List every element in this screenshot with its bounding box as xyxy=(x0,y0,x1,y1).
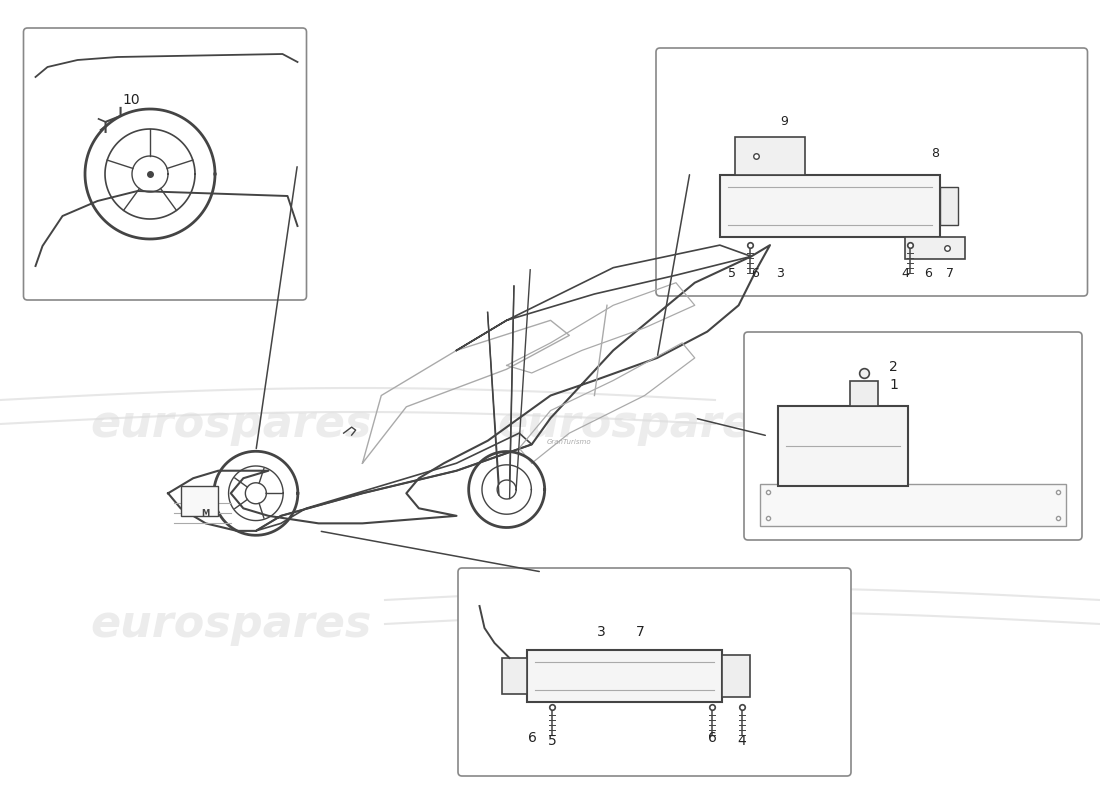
Text: 2: 2 xyxy=(890,360,899,374)
Text: 9: 9 xyxy=(780,115,788,128)
Text: 7: 7 xyxy=(946,267,954,280)
Text: M: M xyxy=(201,509,210,518)
Text: 10: 10 xyxy=(122,93,140,107)
FancyBboxPatch shape xyxy=(744,332,1082,540)
Bar xyxy=(180,486,218,516)
Text: 6: 6 xyxy=(528,731,537,745)
Text: 4: 4 xyxy=(901,267,909,280)
Text: GranTurismo: GranTurismo xyxy=(547,439,592,446)
Bar xyxy=(735,137,805,175)
Text: 1: 1 xyxy=(890,378,899,392)
Text: 3: 3 xyxy=(777,267,784,280)
Text: 7: 7 xyxy=(636,625,645,639)
Text: 3: 3 xyxy=(596,625,605,639)
Bar xyxy=(905,237,965,259)
Bar xyxy=(722,655,750,697)
Bar xyxy=(527,650,722,702)
Bar xyxy=(778,406,907,486)
Text: eurospares: eurospares xyxy=(497,602,779,646)
FancyBboxPatch shape xyxy=(458,568,851,776)
Text: eurospares: eurospares xyxy=(90,402,372,446)
Bar xyxy=(849,381,878,406)
Text: 6: 6 xyxy=(924,267,932,280)
Text: 4: 4 xyxy=(738,734,747,748)
Text: 6: 6 xyxy=(751,267,759,280)
Bar xyxy=(502,658,527,694)
Bar xyxy=(720,175,940,237)
Text: 6: 6 xyxy=(707,731,716,745)
Text: eurospares: eurospares xyxy=(90,602,372,646)
Text: 5: 5 xyxy=(728,267,736,280)
Text: 5: 5 xyxy=(548,734,557,748)
FancyBboxPatch shape xyxy=(23,28,307,300)
FancyBboxPatch shape xyxy=(656,48,1088,296)
Bar xyxy=(940,187,958,225)
Bar xyxy=(760,484,1066,526)
Text: eurospares: eurospares xyxy=(497,402,779,446)
Text: 8: 8 xyxy=(931,147,939,160)
